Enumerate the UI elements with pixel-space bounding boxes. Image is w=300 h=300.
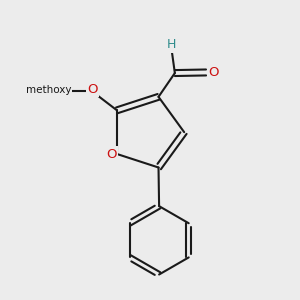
Text: O: O <box>107 148 117 160</box>
Text: methoxy: methoxy <box>26 85 71 95</box>
Text: O: O <box>87 83 98 96</box>
Text: H: H <box>167 38 177 51</box>
Text: O: O <box>208 66 219 79</box>
